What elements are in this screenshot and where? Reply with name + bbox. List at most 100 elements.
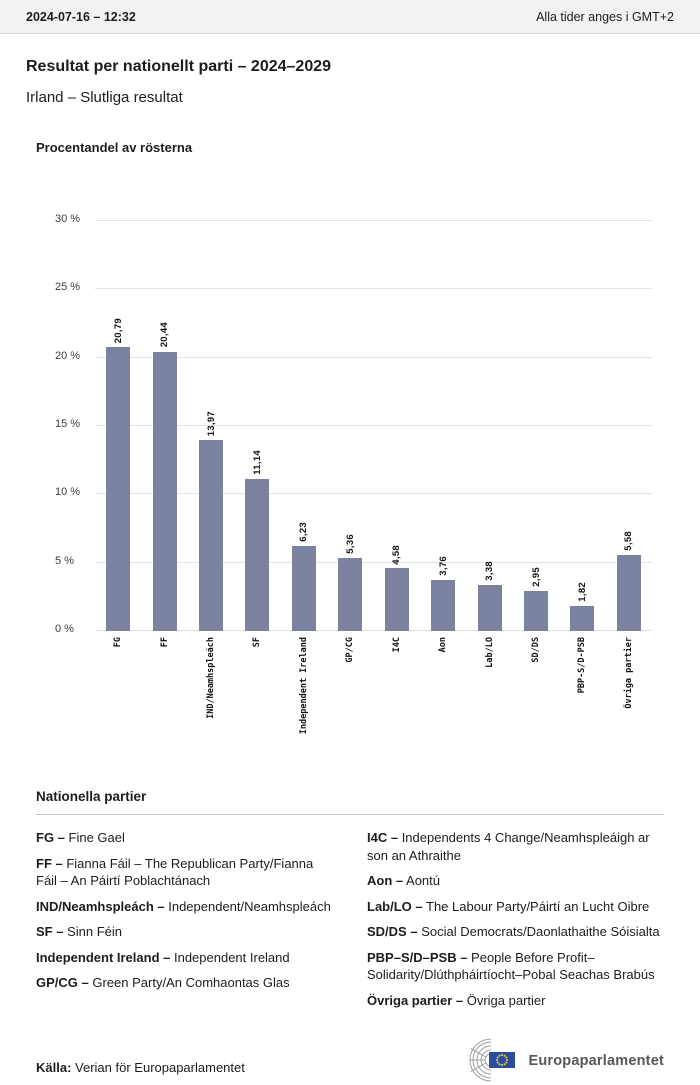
bar-group: 6,23 (281, 221, 327, 631)
party-abbr: SD/DS – (367, 924, 418, 940)
bar (152, 351, 177, 631)
party-item: GP/CG – Green Party/An Comhaontas Glas (36, 975, 290, 991)
top-bar: 2024-07-16 – 12:32 Alla tider anges i GM… (0, 0, 700, 34)
party-item: Lab/LO – The Labour Party/Páirtí an Luch… (367, 898, 650, 914)
datetime-label: 2024-07-16 – 12:32 (26, 9, 136, 24)
bar-group: 5,58 (606, 221, 652, 631)
bar-value-label: 1,82 (576, 582, 588, 603)
party-item: I4C – Independents 4 Change/Neamhspleáig… (367, 830, 650, 863)
y-tick-label: 25 % (55, 281, 81, 294)
gridline: 0 % (55, 623, 652, 635)
party-item: Independent Ireland – Independent Irelan… (36, 949, 290, 965)
bar (338, 557, 363, 631)
bar (431, 579, 456, 631)
x-label-slot: Aon (420, 637, 466, 775)
gridline: 25 % (55, 281, 652, 293)
logo-text: Europaparlamentet (528, 1053, 664, 1070)
chart-title: Procentandel av rösterna (36, 140, 193, 155)
bar-category-label: IND/Neamhspleách (206, 637, 217, 719)
party-abbr: I4C – (367, 830, 399, 845)
hemicycle-icon (469, 1038, 516, 1082)
bar-group: 3,76 (420, 221, 466, 631)
party-column-right: I4C – Independents 4 Change/Neamhspleáig… (367, 829, 664, 1017)
bar-category-label: SF (252, 637, 263, 648)
bar-category-label: PBP-S/D-PSB (577, 637, 588, 694)
party-item: SD/DS – Social Democrats/Daonlathaithe S… (367, 924, 660, 940)
gridline: 5 % (55, 555, 652, 567)
x-label-slot: SF (234, 637, 280, 775)
x-label-slot: FG (95, 637, 141, 775)
gridline: 15 % (55, 418, 652, 430)
bar-group: 11,14 (234, 221, 280, 631)
gridline: 30 % (55, 213, 652, 225)
x-label-slot: FF (141, 637, 187, 775)
party-column-left: FG – Fine Gael FF – Fianna Fáil – The Rep… (36, 829, 333, 1000)
bar-group: 5,36 (327, 221, 373, 631)
bar-value-label: 3,38 (484, 561, 496, 581)
bar (291, 545, 316, 631)
bar-category-label: FF (159, 637, 170, 648)
x-label-slot: IND/Neamhspleách (188, 637, 234, 775)
divider (36, 814, 664, 815)
party-item: SF – Sinn Féin (36, 924, 123, 940)
bar-value-label: 11,14 (251, 450, 263, 475)
y-tick-label: 15 % (55, 418, 81, 430)
national-parties-section: Nationella partier FG – Fine Gael FF – Fi… (36, 789, 664, 1017)
parties-heading: Nationella partier (36, 789, 147, 804)
x-axis-labels: FG FF IND/Neamhspleách SF Independent Irelan… (95, 637, 652, 775)
party-abbr: Independent Ireland – (36, 949, 171, 965)
bar-group: 4,58 (374, 221, 420, 631)
gridline: 10 % (55, 486, 652, 498)
bar-value-label: 3,76 (437, 555, 449, 576)
bar-category-label: Lab/LO (484, 637, 495, 668)
x-label-slot: PBP-S/D-PSB (559, 637, 605, 775)
bar-group: 1,82 (559, 221, 605, 631)
bar-category-label: Aon (438, 637, 449, 653)
party-abbr: IND/Neamhspleách – (36, 898, 165, 914)
party-item: FG – Fine Gael (36, 830, 125, 845)
bar (524, 590, 548, 631)
bar-category-label: FG (113, 637, 124, 648)
source-label: Källa: (36, 1060, 72, 1076)
bar-group: 20,79 (95, 221, 141, 631)
bar (616, 554, 641, 631)
x-label-slot: Övriga partier (606, 637, 652, 775)
bar-value-label: 20,44 (159, 322, 171, 348)
bar (384, 568, 409, 631)
party-abbr: Aon – (367, 873, 404, 889)
y-tick-label: 30 % (55, 213, 81, 225)
bar-value-label: 5,36 (344, 534, 356, 554)
bar (245, 478, 270, 631)
bar-category-label: SD/DS (531, 637, 541, 663)
y-tick-label: 10 % (55, 486, 81, 499)
eu-flag (489, 1052, 516, 1069)
party-abbr: Övriga partier – (367, 992, 464, 1008)
bar (477, 584, 502, 631)
bar-value-label: 20,79 (112, 317, 124, 343)
party-item: Övriga partier – Övriga partier (367, 992, 546, 1008)
party-item: Aon – Aontú (367, 873, 440, 889)
timezone-note: Alla tider anges i GMT+2 (536, 9, 674, 24)
bar-category-label: GP/CG (345, 637, 356, 663)
x-label-slot: GP/CG (327, 637, 373, 775)
y-tick-label: 5 % (55, 554, 74, 567)
bar-value-label: 13,97 (205, 410, 217, 437)
party-item: PBP–S/D–PSB – People Before Profit–Solid… (367, 949, 655, 983)
results-chart: Procentandel av rösterna 0 % 5 % 10 % 15 % 2… (36, 140, 664, 775)
party-abbr: Lab/LO – (367, 898, 423, 914)
bar-group: 20,44 (141, 221, 187, 631)
bar-value-label: 5,58 (623, 531, 635, 551)
bar-category-label: Övriga partier (623, 637, 634, 709)
bar-value-label: 6,23 (298, 522, 310, 542)
page-footer: Källa: Verian för Europaparlamentet (36, 1037, 664, 1085)
party-item: IND/Neamhspleách – Independent/Neamhsple… (36, 898, 331, 914)
source-text: Verian för Europaparlamentet (75, 1060, 245, 1076)
bar (570, 606, 595, 631)
europarl-logo: Europaparlamentet (443, 1037, 664, 1085)
x-label-slot: SD/DS (513, 637, 559, 775)
bars-row: 20,79 20,44 13,97 11,14 6,23 5,36 4,58 3,76 3,38… (95, 221, 652, 631)
bar (199, 440, 224, 631)
party-abbr: GP/CG – (36, 975, 89, 991)
source-note: Källa: Verian för Europaparlamentet (36, 1060, 245, 1075)
page-subtitle: Irland – Slutliga resultat (26, 89, 183, 106)
